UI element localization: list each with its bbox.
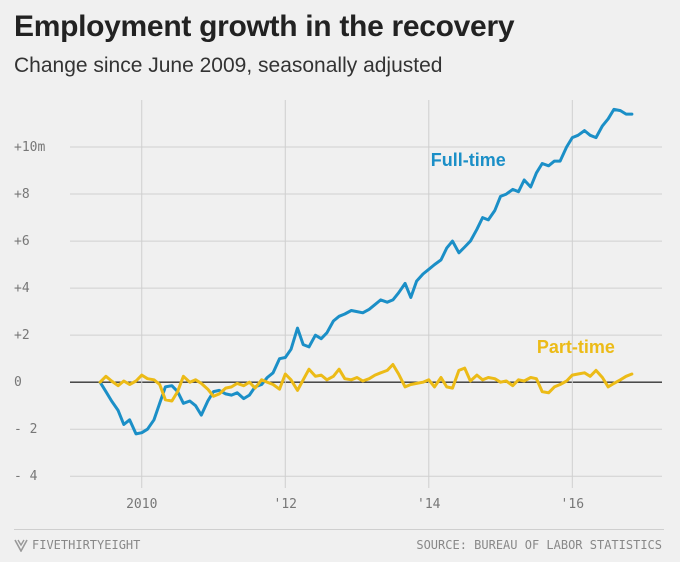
series-label-part-time: Part-time <box>537 337 615 357</box>
y-tick-label: - 4 <box>14 469 38 484</box>
x-tick-label: '16 <box>561 497 584 512</box>
x-tick-label: 2010 <box>126 497 157 512</box>
series-line-full-time <box>98 107 634 436</box>
fivethirtyeight-logo-icon <box>14 539 28 552</box>
footer-brand: FIVETHIRTYEIGHT <box>14 538 140 552</box>
footer-divider <box>14 529 664 530</box>
brand-name: FIVETHIRTYEIGHT <box>32 538 141 552</box>
chart-subtitle: Change since June 2009, seasonally adjus… <box>14 54 443 77</box>
y-tick-label: +8 <box>14 187 30 202</box>
series-line-part-time <box>98 363 634 403</box>
line-chart: +10m +8 +6 +4 +2 0 - 2 - 4 2010 '12 '14 '16 Full-ti… <box>14 100 662 512</box>
chart-title: Employment growth in the recovery <box>14 10 515 43</box>
x-tick-label: '12 <box>274 497 297 512</box>
y-tick-label: 0 <box>14 375 22 390</box>
series-lines <box>98 107 634 436</box>
y-tick-label: +4 <box>14 281 30 296</box>
gridlines: +10m +8 +6 +4 +2 0 - 2 - 4 2010 '12 '14 '16 <box>14 100 662 512</box>
x-tick-label: '14 <box>417 497 441 512</box>
series-label-full-time: Full-time <box>431 150 506 170</box>
y-tick-label: +10m <box>14 140 45 155</box>
y-tick-label: - 2 <box>14 422 37 437</box>
footer-source: SOURCE: BUREAU OF LABOR STATISTICS <box>416 538 662 552</box>
y-tick-label: +2 <box>14 328 30 343</box>
y-tick-label: +6 <box>14 234 30 249</box>
series-labels: Full-time Part-time <box>431 150 615 357</box>
